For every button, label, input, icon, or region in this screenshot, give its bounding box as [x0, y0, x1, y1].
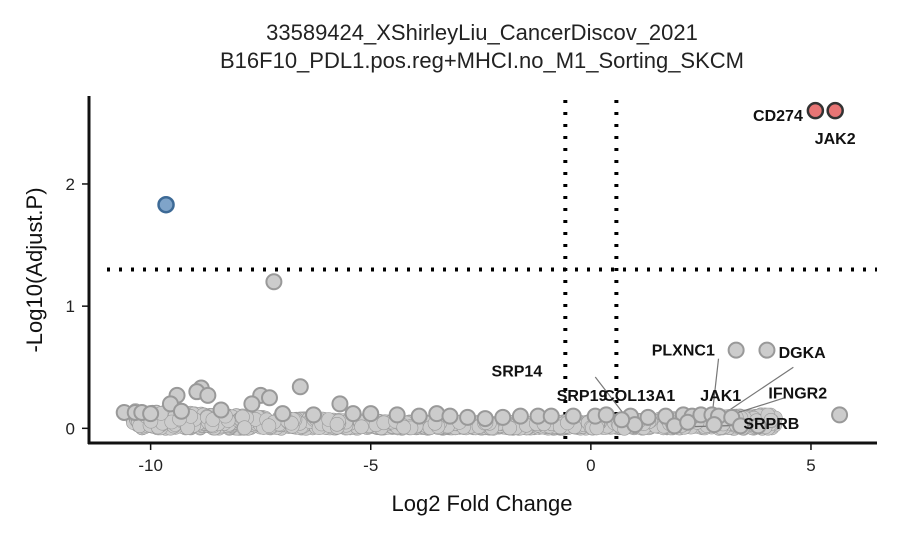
- point-ns-7: [199, 386, 217, 404]
- gene-label-cd274: CD274: [753, 108, 803, 125]
- point-ns-46: [749, 417, 767, 435]
- point-ns-3: [291, 378, 309, 396]
- point-ns-49: [613, 411, 631, 429]
- point-ns-26: [459, 408, 477, 426]
- point-ns-12: [243, 395, 261, 413]
- gene-label-jak1: JAK1: [700, 388, 741, 405]
- point-ns-44: [705, 416, 723, 434]
- point-ns-28: [494, 408, 512, 426]
- point-ns-34: [597, 406, 615, 424]
- point-ns-0: [265, 273, 283, 291]
- point-ns-21: [362, 405, 380, 423]
- gene-label-plxnc1: PLXNC1: [652, 343, 715, 360]
- x-tick-label-3: 5: [806, 456, 815, 475]
- point-ns-18: [274, 405, 292, 423]
- point-ns-19: [305, 406, 323, 424]
- y-axis-title: -Log10(Adjust.P): [22, 187, 47, 352]
- point-ns-27: [476, 410, 494, 428]
- gene-label-srp14: SRP14: [492, 363, 543, 380]
- gene-label-ifngr2: IFNGR2: [768, 385, 827, 402]
- point-ns-22: [388, 406, 406, 424]
- data-points: [115, 101, 849, 435]
- point-ns-23: [410, 407, 428, 425]
- point-ns-9: [260, 389, 278, 407]
- gene-label-srp19: SRP19: [557, 388, 608, 405]
- point-ns-25: [441, 407, 459, 425]
- point-ns-31: [542, 407, 560, 425]
- point-ns-20: [344, 405, 362, 423]
- point-ns-32: [564, 407, 582, 425]
- chart-title: 33589424_XShirleyLiu_CancerDiscov_2021: [266, 20, 698, 45]
- point-down-0: [157, 195, 175, 214]
- y-tick-label-2: 2: [66, 175, 75, 194]
- point-ns-29: [511, 407, 529, 425]
- point-up-0: [806, 101, 825, 120]
- point-ns-45: [732, 417, 750, 435]
- x-axis-title: Log2 Fold Change: [391, 491, 572, 516]
- gene-label-srprb: SRPRB: [743, 416, 799, 433]
- point-ns-52: [142, 405, 160, 423]
- gene-label-col13a1: COL13A1: [603, 388, 675, 405]
- point-ns-1: [727, 341, 745, 359]
- chart-subtitle: B16F10_PDL1.pos.reg+MHCI.no_M1_Sorting_S…: [220, 48, 744, 73]
- point-ns-16: [172, 402, 190, 420]
- gene-label-jak2: JAK2: [815, 131, 856, 148]
- point-ns-36: [639, 408, 657, 426]
- x-tick-label-2: 0: [586, 456, 595, 475]
- point-ns-17: [212, 401, 230, 419]
- point-ns-2: [758, 341, 776, 359]
- axis-ticks: -10 -5 0 5 0 1 2: [66, 175, 816, 475]
- point-ns-10: [331, 395, 349, 413]
- x-tick-label-1: -5: [363, 456, 378, 475]
- point-up-1: [826, 101, 844, 120]
- y-tick-label-1: 1: [66, 297, 75, 316]
- gene-label-dgka: DGKA: [779, 345, 827, 362]
- threshold-lines: [107, 100, 877, 443]
- y-tick-label-0: 0: [66, 419, 75, 438]
- point-ns-47: [831, 406, 849, 424]
- point-ns-51: [679, 413, 697, 431]
- x-tick-label-0: -10: [138, 456, 163, 475]
